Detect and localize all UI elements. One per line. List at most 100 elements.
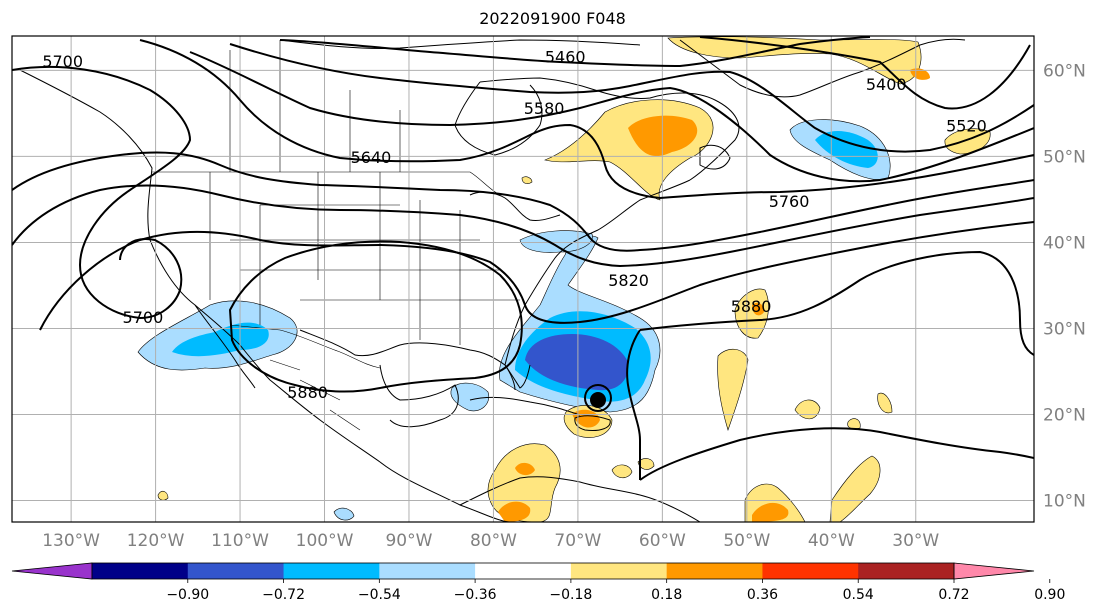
colorbar-tick-label: −0.90 bbox=[166, 587, 209, 603]
coastline-baja bbox=[194, 304, 256, 389]
contour-label: 5460 bbox=[545, 48, 586, 67]
lat-tick-label: 10°N bbox=[1043, 491, 1086, 511]
coastline-arctic bbox=[279, 39, 641, 49]
positive-anomaly-south-america-strong bbox=[498, 501, 531, 522]
colorbar-segment bbox=[666, 563, 763, 579]
contour-5880-mid bbox=[626, 329, 642, 480]
positive-anomaly-small-7 bbox=[157, 490, 169, 501]
positive-anomaly-small-5 bbox=[611, 464, 633, 479]
colorbar-tick-label: −0.18 bbox=[549, 587, 592, 603]
positive-anomaly-small-2 bbox=[877, 392, 893, 414]
lon-tick-label: 30°W bbox=[892, 531, 939, 551]
colorbar-segment bbox=[762, 563, 859, 579]
hurricane-low-outer bbox=[584, 384, 612, 412]
positive-anomaly-small-6 bbox=[637, 458, 655, 470]
positive-anomaly-small-8 bbox=[521, 176, 533, 184]
positive-anomaly-south-america bbox=[487, 443, 561, 522]
colorbar-tick-label: −0.54 bbox=[358, 587, 401, 603]
contour-label: 5640 bbox=[351, 148, 392, 167]
gridlines bbox=[12, 36, 1034, 522]
colorbar-tick-label: −0.72 bbox=[262, 587, 305, 603]
contour-label: 5700 bbox=[123, 308, 164, 327]
hurricane-low-inner bbox=[590, 392, 606, 408]
contour-label: 5700 bbox=[42, 52, 83, 71]
colorbar-frame bbox=[91, 562, 955, 580]
positive-anomaly-southeast-strong bbox=[752, 502, 789, 522]
lon-tick-label: 40°W bbox=[808, 531, 855, 551]
coastline-yucatan bbox=[379, 364, 459, 428]
contour-5880-east bbox=[639, 250, 1034, 356]
colorbar-tick-label: 0.18 bbox=[651, 587, 682, 603]
colorbar-tick-label: 0.90 bbox=[1034, 587, 1065, 603]
positive-anomaly-far-southeast bbox=[829, 455, 881, 522]
map-area: 5700 5460 5400 5580 5520 5640 5760 5820 5880 5700… bbox=[12, 36, 1034, 522]
coastline-hispaniola bbox=[574, 415, 611, 431]
coastline-south-america bbox=[459, 476, 701, 522]
negative-anomaly-north-atlantic-mid bbox=[815, 131, 878, 168]
lon-tick-label: 130°W bbox=[42, 531, 100, 551]
contour-label: 5820 bbox=[608, 271, 649, 290]
contour-label: 5880 bbox=[287, 383, 328, 402]
colorbar-segment bbox=[379, 563, 476, 579]
contour-label: 5760 bbox=[769, 192, 810, 211]
negative-anomaly-pacific-small bbox=[333, 507, 355, 521]
lon-tick-label: 120°W bbox=[127, 531, 185, 551]
colorbar-segment bbox=[92, 563, 189, 579]
contour-5760 bbox=[12, 184, 1034, 268]
map-title: 2022091900 F048 bbox=[479, 9, 626, 28]
colorbar-segment bbox=[570, 563, 668, 579]
contour-5580 bbox=[189, 51, 1034, 183]
contour-5700-west bbox=[12, 65, 192, 320]
contour-5460 bbox=[279, 36, 871, 68]
coastline-cuba bbox=[469, 396, 581, 416]
lon-tick-label: 50°W bbox=[723, 531, 770, 551]
colorbar-tick-label: 0.54 bbox=[843, 587, 874, 603]
map-frame bbox=[11, 35, 1035, 523]
colorbar-tick-label: 0.72 bbox=[938, 587, 969, 603]
lon-tick-label: 60°W bbox=[639, 531, 686, 551]
lon-tick-label: 90°W bbox=[385, 531, 432, 551]
lon-tick-label: 70°W bbox=[554, 531, 601, 551]
colorbar-segment bbox=[475, 563, 572, 579]
colorbar-tick-label: −0.36 bbox=[454, 587, 497, 603]
positive-anomaly-small-3 bbox=[847, 418, 861, 430]
lat-tick-label: 60°N bbox=[1043, 61, 1086, 81]
contour-labels: 5700 5460 5400 5580 5520 5640 5760 5820 5880 5700… bbox=[42, 48, 987, 402]
contour-5520 bbox=[229, 43, 1034, 153]
lat-tick-label: 40°N bbox=[1043, 233, 1086, 253]
positive-anomaly-east-atlantic bbox=[717, 348, 749, 431]
contour-label: 5520 bbox=[946, 116, 987, 135]
border-us-mexico bbox=[229, 324, 381, 369]
positive-anomaly-greenland-strong bbox=[910, 68, 930, 80]
lat-tick-label: 50°N bbox=[1043, 147, 1086, 167]
longitude-axis: 130°W 120°W 110°W 100°W 90°W 80°W 70°W 60°W 50°W… bbox=[42, 531, 939, 551]
coastline-greenland bbox=[679, 38, 966, 98]
contour-5640 bbox=[139, 39, 1034, 200]
colorbar-tick-label: 0.36 bbox=[747, 587, 778, 603]
colorbar-extend-high bbox=[953, 562, 1035, 580]
negative-anomaly-caribbean bbox=[450, 382, 490, 412]
lon-tick-label: 110°W bbox=[211, 531, 269, 551]
colorbar-segment bbox=[858, 563, 955, 579]
colorbar-segment bbox=[283, 563, 380, 579]
contour-5700 bbox=[12, 151, 1034, 252]
positive-anomaly-small-4 bbox=[515, 462, 535, 476]
contour-5880-south bbox=[639, 427, 1034, 481]
colorbar-extend-low bbox=[11, 562, 93, 580]
height-contours bbox=[12, 36, 1034, 481]
negative-anomaly-strong bbox=[525, 334, 629, 391]
positive-anomaly-mid-atlantic bbox=[734, 288, 769, 339]
coastline-florida bbox=[504, 364, 531, 389]
colorbar: −0.90 −0.72 −0.54 −0.36 −0.18 0.18 0.36 0.54 0.7… bbox=[11, 562, 1065, 603]
contour-5400 bbox=[699, 36, 1031, 110]
coastline-newfoundland bbox=[699, 144, 731, 170]
positive-anomaly-mid-atlantic-strong bbox=[752, 302, 764, 316]
lon-tick-label: 80°W bbox=[470, 531, 517, 551]
lat-tick-label: 20°N bbox=[1043, 405, 1086, 425]
contour-label: 5400 bbox=[866, 75, 907, 94]
lon-tick-label: 100°W bbox=[296, 531, 354, 551]
contour-label: 5880 bbox=[731, 297, 772, 316]
border-states-grid bbox=[209, 172, 520, 345]
contour-5880 bbox=[228, 240, 523, 393]
